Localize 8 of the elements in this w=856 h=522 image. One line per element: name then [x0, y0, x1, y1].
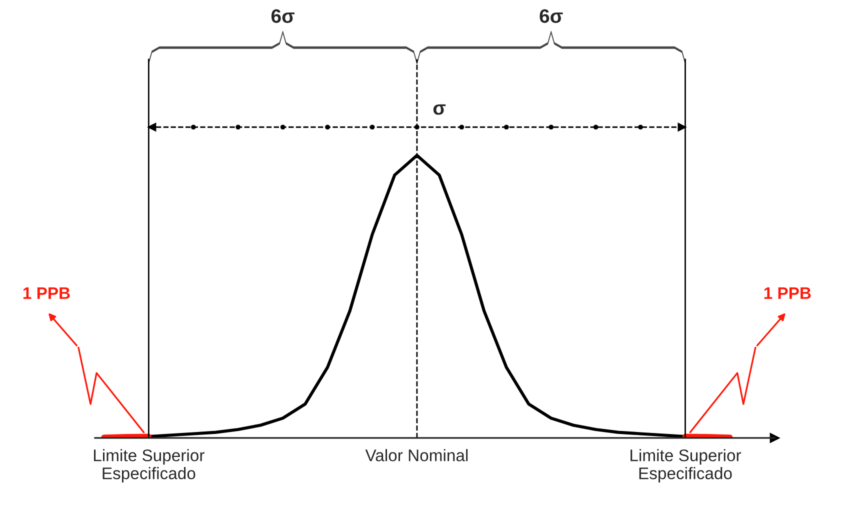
text: σ: [433, 104, 446, 115]
text: 1 PPB: [23, 287, 70, 299]
text: 6σ: [540, 9, 563, 23]
x-tick-label: Limite Superior Especificado: [630, 449, 742, 483]
text: 6σ: [271, 9, 294, 23]
x-tick-label: Limite Superior Especificado: [94, 449, 204, 483]
text: 1 PPB: [764, 287, 811, 299]
x-tick-label: Valor Nominal: [365, 449, 468, 462]
